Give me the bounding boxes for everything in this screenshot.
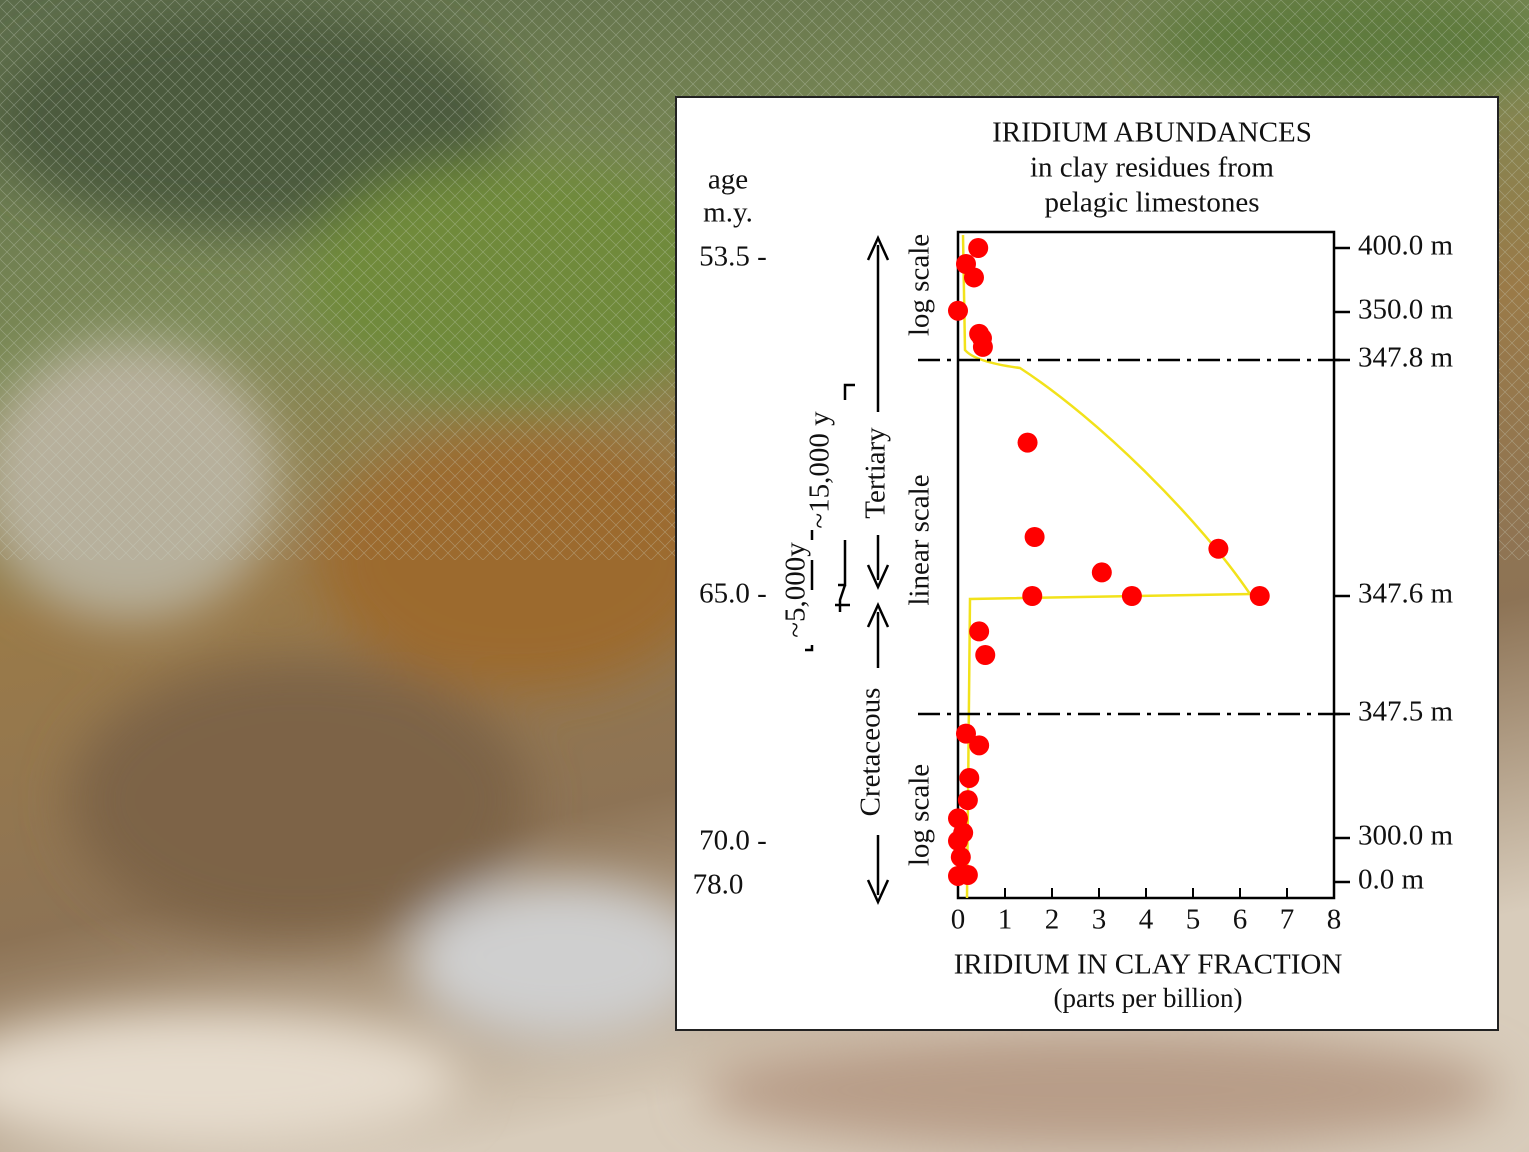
x-tick-label: 3 [1092,904,1107,936]
x-tick-label: 1 [998,904,1013,936]
annotation: linear scale [904,474,936,605]
y-tick-label: 400.0 m [1358,230,1454,262]
data-point [1208,539,1228,559]
data-point [964,267,984,287]
x-tick-label: 0 [951,904,966,936]
y-tick-label: 347.8 m [1358,342,1454,374]
x-tick-label: 8 [1327,904,1342,936]
data-point [975,645,995,665]
data-point [1018,433,1038,453]
data-point [1250,586,1270,606]
data-point [973,337,993,357]
y-tick-label: 347.6 m [1358,578,1454,610]
annotation: age [708,164,748,196]
chart-subtitle: pelagic limestones [1044,187,1259,219]
annotation: ~15,000 y [804,411,836,529]
y-tick-label: 350.0 m [1358,294,1454,326]
annotation: Tertiary [860,427,892,519]
data-point [969,735,989,755]
screen: IRIDIUM ABUNDANCES in clay residues from… [0,0,1529,1152]
data-point [1092,562,1112,582]
data-point [969,621,989,641]
x-tick-label: 2 [1045,904,1060,936]
data-point [948,301,968,321]
annotation: m.y. [703,197,753,229]
y-tick-label: 0.0 m [1358,864,1425,896]
annotation: log scale [904,234,936,336]
annotation: 65.0 - [699,578,767,610]
data-point [968,238,988,258]
x-tick-label: 7 [1280,904,1295,936]
data-point [948,866,968,886]
x-tick-label: 6 [1233,904,1248,936]
annotation: ~5,000y [780,542,812,638]
x-axis-label: IRIDIUM IN CLAY FRACTION [954,949,1343,981]
data-point [1025,527,1045,547]
y-tick-label: 300.0 m [1358,820,1454,852]
data-point [1122,586,1142,606]
annotation: Cretaceous [855,688,887,817]
y-tick-label: 347.5 m [1358,696,1454,728]
data-point [958,790,978,810]
x-axis-unit: (parts per billion) [1054,983,1243,1013]
x-tick-label: 4 [1139,904,1154,936]
data-point [959,768,979,788]
annotation: 70.0 - [699,825,767,857]
annotation: 78.0 [693,869,744,901]
data-point [951,847,971,867]
data-point [1022,586,1042,606]
page: {"chart_data": { "type": "scatter", "tit… [0,0,1529,1152]
chart-subtitle: in clay residues from [1030,152,1274,184]
annotation: log scale [904,764,936,866]
annotation: 53.5 - [699,241,767,273]
chart-title: IRIDIUM ABUNDANCES [992,117,1312,149]
x-tick-label: 5 [1186,904,1201,936]
